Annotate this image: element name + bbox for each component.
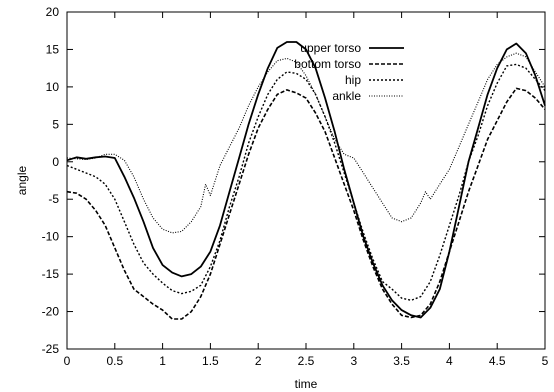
x-tick-label: 3 [350,354,357,368]
y-tick-label: 0 [52,155,59,169]
legend: upper torso bottom torso hip ankle [294,41,404,103]
x-tick-label: 0.5 [106,354,123,368]
plot-frame [66,11,546,350]
x-tick-label: 1 [159,354,166,368]
x-tick-label: 2 [255,354,262,368]
series-lines [66,41,546,320]
y-tick-label: 20 [46,5,60,19]
x-tick-label: 3.5 [393,354,410,368]
y-tick-label: 10 [46,80,60,94]
y-tick-label: -20 [42,305,60,319]
y-tick-label: -5 [48,192,59,206]
series-line-0 [66,41,546,319]
y-tick-label: 5 [52,117,59,131]
x-tick-label: 0 [64,354,71,368]
y-tick-label: -25 [42,342,60,356]
y-tick-label: -10 [42,230,60,244]
series-line-2 [66,63,546,301]
series-line-3 [66,52,546,234]
legend-label: hip [345,73,361,87]
x-tick-label: 5 [542,354,549,368]
series-line-1 [66,87,546,320]
tick-labels: 0 0.5 1 1.5 2 2.5 3 3.5 4 4.5 5 -25 -20 -15 -10 -5 0 5 10 1… [42,5,549,368]
x-tick-label: 4.5 [489,354,506,368]
legend-label: ankle [332,89,361,103]
x-tick-label: 4 [446,354,453,368]
x-tick-label: 1.5 [202,354,219,368]
x-tick-label: 2.5 [298,354,315,368]
y-tick-label: -15 [42,267,60,281]
y-axis-label: angle [15,166,29,196]
y-tick-label: 15 [46,42,60,56]
legend-label: bottom torso [294,57,361,71]
x-axis-label: time [295,377,318,391]
legend-label: upper torso [300,41,361,55]
